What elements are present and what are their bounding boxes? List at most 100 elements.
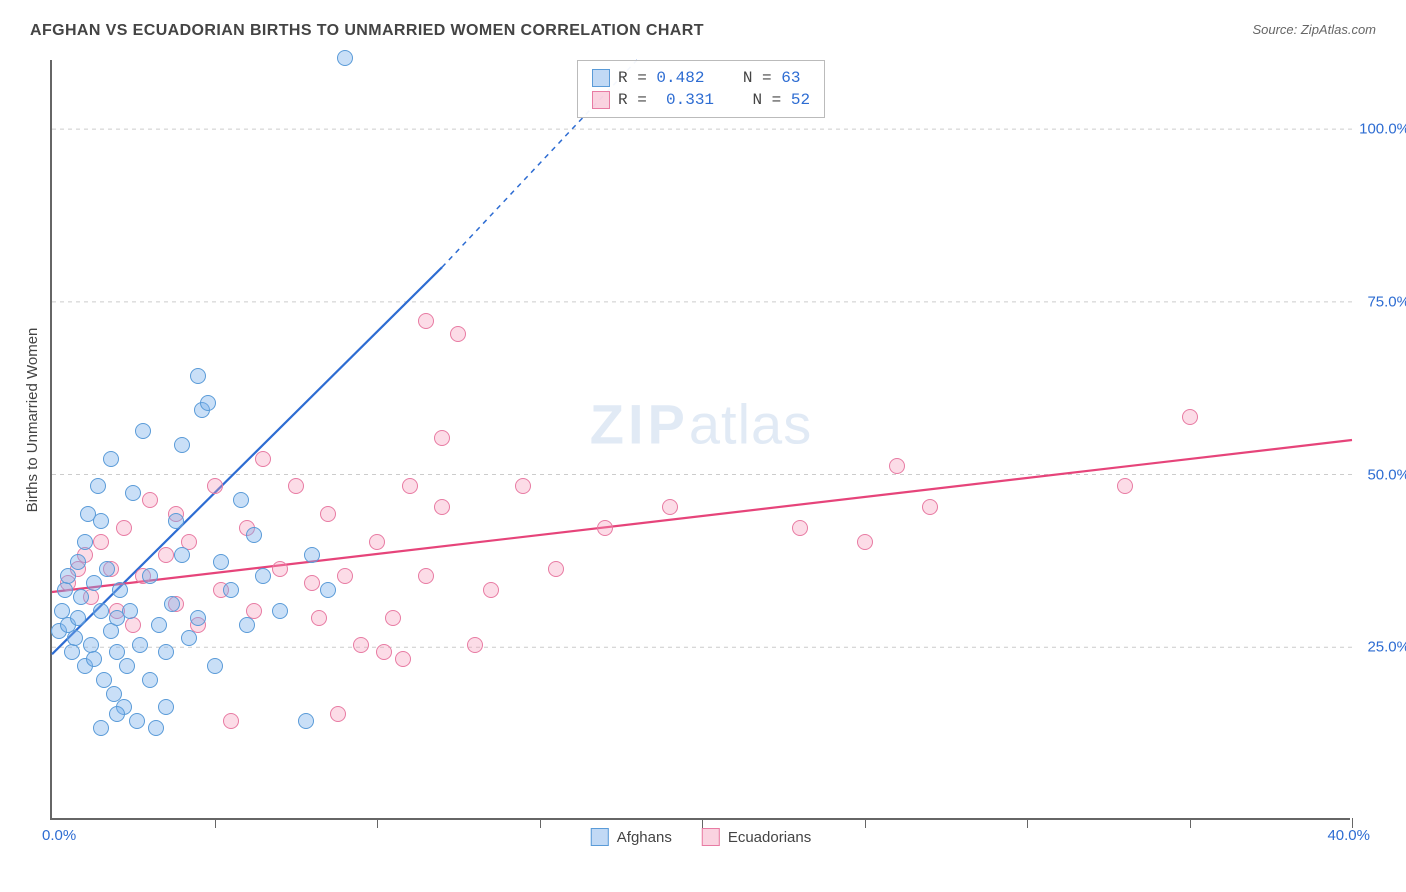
data-point xyxy=(142,672,158,688)
x-tick xyxy=(702,818,703,828)
y-tick-label: 75.0% xyxy=(1367,293,1406,310)
data-point xyxy=(320,582,336,598)
data-point xyxy=(597,520,613,536)
data-point xyxy=(142,492,158,508)
data-point xyxy=(73,589,89,605)
x-tick xyxy=(540,818,541,828)
chart-title: AFGHAN VS ECUADORIAN BIRTHS TO UNMARRIED… xyxy=(30,22,704,40)
data-point xyxy=(151,617,167,633)
data-point xyxy=(103,623,119,639)
data-point xyxy=(450,326,466,342)
data-point xyxy=(200,395,216,411)
chart-svg xyxy=(52,60,1350,818)
legend-box: R = 0.482 N = 63 R = 0.331 N = 52 xyxy=(577,60,825,118)
data-point xyxy=(1117,478,1133,494)
legend-swatch-pink xyxy=(592,91,610,109)
data-point xyxy=(158,644,174,660)
y-tick-label: 50.0% xyxy=(1367,466,1406,483)
data-point xyxy=(77,534,93,550)
y-tick-label: 25.0% xyxy=(1367,639,1406,656)
data-point xyxy=(116,520,132,536)
data-point xyxy=(125,617,141,633)
data-point xyxy=(67,630,83,646)
data-point xyxy=(99,561,115,577)
data-point xyxy=(122,603,138,619)
data-point xyxy=(213,554,229,570)
data-point xyxy=(330,706,346,722)
data-point xyxy=(418,313,434,329)
data-point xyxy=(125,485,141,501)
data-point xyxy=(434,430,450,446)
data-point xyxy=(207,478,223,494)
legend-text-ecuadorians: R = 0.331 N = 52 xyxy=(618,91,810,109)
legend-row-ecuadorians: R = 0.331 N = 52 xyxy=(592,89,810,111)
swatch-blue-icon xyxy=(591,828,609,846)
data-point xyxy=(662,499,678,515)
data-point xyxy=(337,50,353,66)
swatch-pink-icon xyxy=(702,828,720,846)
data-point xyxy=(86,651,102,667)
data-point xyxy=(418,568,434,584)
data-point xyxy=(223,582,239,598)
data-point xyxy=(922,499,938,515)
data-point xyxy=(515,478,531,494)
data-point xyxy=(337,568,353,584)
data-point xyxy=(109,706,125,722)
x-tick xyxy=(865,818,866,828)
data-point xyxy=(272,603,288,619)
data-point xyxy=(434,499,450,515)
data-point xyxy=(64,644,80,660)
data-point xyxy=(168,513,184,529)
data-point xyxy=(304,575,320,591)
data-point xyxy=(132,637,148,653)
data-point xyxy=(70,554,86,570)
data-point xyxy=(93,720,109,736)
data-point xyxy=(369,534,385,550)
data-point xyxy=(320,506,336,522)
data-point xyxy=(164,596,180,612)
data-point xyxy=(246,527,262,543)
bottom-legend-afghans-label: Afghans xyxy=(617,829,672,846)
data-point xyxy=(190,610,206,626)
data-point xyxy=(103,451,119,467)
data-point xyxy=(148,720,164,736)
legend-text-afghans: R = 0.482 N = 63 xyxy=(618,69,800,87)
data-point xyxy=(129,713,145,729)
data-point xyxy=(385,610,401,626)
data-point xyxy=(376,644,392,660)
x-tick xyxy=(377,818,378,828)
data-point xyxy=(548,561,564,577)
data-point xyxy=(395,651,411,667)
data-point xyxy=(112,582,128,598)
data-point xyxy=(70,610,86,626)
data-point xyxy=(57,582,73,598)
bottom-legend-ecuadorians: Ecuadorians xyxy=(702,828,811,846)
y-axis-title: Births to Unmarried Women xyxy=(24,328,41,513)
data-point xyxy=(86,575,102,591)
data-point xyxy=(288,478,304,494)
data-point xyxy=(311,610,327,626)
bottom-legend-afghans: Afghans xyxy=(591,828,672,846)
data-point xyxy=(60,568,76,584)
data-point xyxy=(1182,409,1198,425)
data-point xyxy=(207,658,223,674)
y-tick-label: 100.0% xyxy=(1359,121,1406,138)
data-point xyxy=(792,520,808,536)
data-point xyxy=(174,437,190,453)
data-point xyxy=(135,423,151,439)
bottom-legend: Afghans Ecuadorians xyxy=(591,828,811,846)
data-point xyxy=(255,451,271,467)
data-point xyxy=(223,713,239,729)
data-point xyxy=(483,582,499,598)
data-point xyxy=(255,568,271,584)
data-point xyxy=(174,547,190,563)
trendlines xyxy=(52,60,1352,654)
data-point xyxy=(93,534,109,550)
data-point xyxy=(158,547,174,563)
data-point xyxy=(272,561,288,577)
data-point xyxy=(402,478,418,494)
data-point xyxy=(90,478,106,494)
data-point xyxy=(353,637,369,653)
x-tick xyxy=(1190,818,1191,828)
data-point xyxy=(93,603,109,619)
